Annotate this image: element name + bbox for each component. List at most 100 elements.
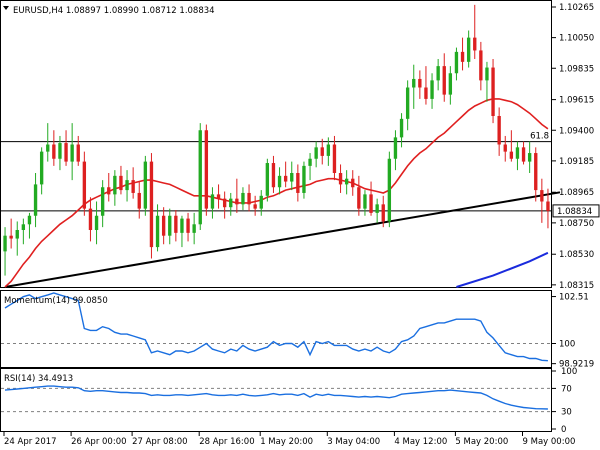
candle-body [540, 190, 544, 202]
momentum-label: Momentum(14) 99.0850 [4, 296, 108, 306]
candle-body [314, 147, 318, 159]
candle-body [27, 215, 32, 225]
time-tick-label: 26 Apr 00:00 [71, 437, 126, 447]
price-tick-label: 1.09835 [559, 64, 594, 74]
time-axis: 24 Apr 2017 26 Apr 00:00 27 Apr 08:00 28 Ap… [3, 432, 576, 447]
candle-body [52, 144, 56, 159]
candle-body [149, 161, 154, 248]
momentum-panel: 102.51 100 98.9219 [0, 290, 594, 370]
candle-body [473, 37, 477, 51]
candle-body [198, 130, 202, 225]
candle-body [277, 175, 282, 188]
time-tick-label: 24 Apr 2017 [4, 437, 57, 447]
momentum-tick-label: 102.51 [559, 293, 589, 303]
price-tick-label: 1.10265 [559, 3, 594, 13]
candle-body [479, 50, 483, 81]
candle-body [100, 187, 105, 216]
candle-body [168, 215, 172, 236]
candle-body [418, 78, 422, 88]
candle-body [174, 215, 178, 233]
candle-body [143, 161, 148, 209]
rsi-panel-border [0, 368, 552, 432]
candle-body [521, 147, 526, 162]
candle-body [64, 143, 68, 162]
candle-body [155, 215, 160, 248]
candle-body [253, 204, 257, 209]
time-tick-label: 27 Apr 08:00 [132, 437, 187, 447]
price-tick-label: 1.09185 [559, 157, 594, 167]
long-moving-average-line [456, 251, 549, 288]
candle-body [491, 67, 495, 116]
time-tick-label: 9 May 00:00 [523, 437, 576, 447]
time-tick-label: 1 May 20:00 [260, 437, 313, 447]
candle-body [58, 143, 62, 159]
candle-body [15, 230, 19, 239]
price-tick-label: 1.08530 [559, 250, 594, 260]
rsi-panel: 100 70 30 0 [0, 367, 577, 435]
rsi-tick-label: 0 [561, 425, 566, 435]
rsi-label: RSI(14) 34.4913 [4, 374, 73, 384]
price-tick-label: 1.08315 [559, 281, 594, 291]
candle-body [485, 67, 489, 81]
candle-body [308, 158, 312, 166]
candle-body [546, 201, 550, 211]
candle-body [338, 173, 343, 185]
moving-average-line [4, 98, 549, 288]
candle-body [271, 163, 276, 188]
rsi-tick-label: 70 [561, 384, 572, 394]
candle-body [88, 208, 93, 230]
current-price-tag [552, 204, 600, 218]
candle-body [424, 87, 428, 99]
candle-body [375, 204, 379, 213]
price-tick-label: 1.10050 [559, 34, 594, 44]
candle-body [460, 51, 465, 62]
candle-body [70, 144, 74, 162]
candle-body [509, 151, 514, 159]
candle-body [46, 144, 50, 152]
trend-line [4, 191, 561, 288]
candle-body [21, 224, 26, 230]
candle-body [259, 195, 263, 209]
candle-body [76, 144, 80, 162]
candle-body [290, 173, 294, 182]
candle-body [393, 137, 398, 159]
price-tick-label: 1.09400 [559, 126, 594, 136]
candle-body [222, 198, 227, 208]
candle-body [210, 194, 215, 209]
chart-header: EURUSD,H4 1.08897 1.08990 1.08712 1.0883… [13, 6, 215, 16]
triangle-down-icon[interactable] [3, 6, 9, 10]
candle-body [107, 187, 111, 195]
candle-body [320, 147, 324, 156]
time-tick-label: 4 May 12:00 [394, 437, 447, 447]
candle-body [436, 66, 440, 81]
candle-body [351, 178, 355, 188]
candle-body [180, 218, 184, 233]
candle-body [405, 87, 410, 119]
candle-body [527, 153, 532, 162]
candle-body [387, 158, 392, 222]
candle-body [265, 163, 270, 196]
rsi-tick-label: 30 [561, 408, 572, 418]
candle-body [534, 153, 538, 191]
time-tick-label: 28 Apr 16:00 [199, 437, 254, 447]
candle-body [131, 180, 135, 193]
candle-body [125, 180, 129, 191]
candle-body [283, 175, 288, 182]
candle-body [119, 175, 123, 191]
candle-body [357, 187, 361, 209]
price-panel-border [0, 0, 552, 288]
candle-body [82, 161, 87, 209]
horizontal-level-label: 61.8 [530, 132, 549, 142]
candle-body [229, 198, 233, 208]
candle-body [296, 173, 300, 193]
momentum-line [4, 292, 548, 362]
candle-body [192, 224, 196, 233]
price-panel: 61.8 1.10265 1.10050 1.09835 1.09615 1.09400… [0, 0, 600, 291]
momentum-panel-border [0, 290, 552, 368]
candle-body [454, 51, 459, 74]
momentum-tick-label: 98.9219 [559, 360, 594, 370]
candle-body [241, 192, 245, 205]
candle-body [430, 80, 434, 99]
candle-body [363, 194, 367, 209]
candle-body [247, 192, 251, 205]
